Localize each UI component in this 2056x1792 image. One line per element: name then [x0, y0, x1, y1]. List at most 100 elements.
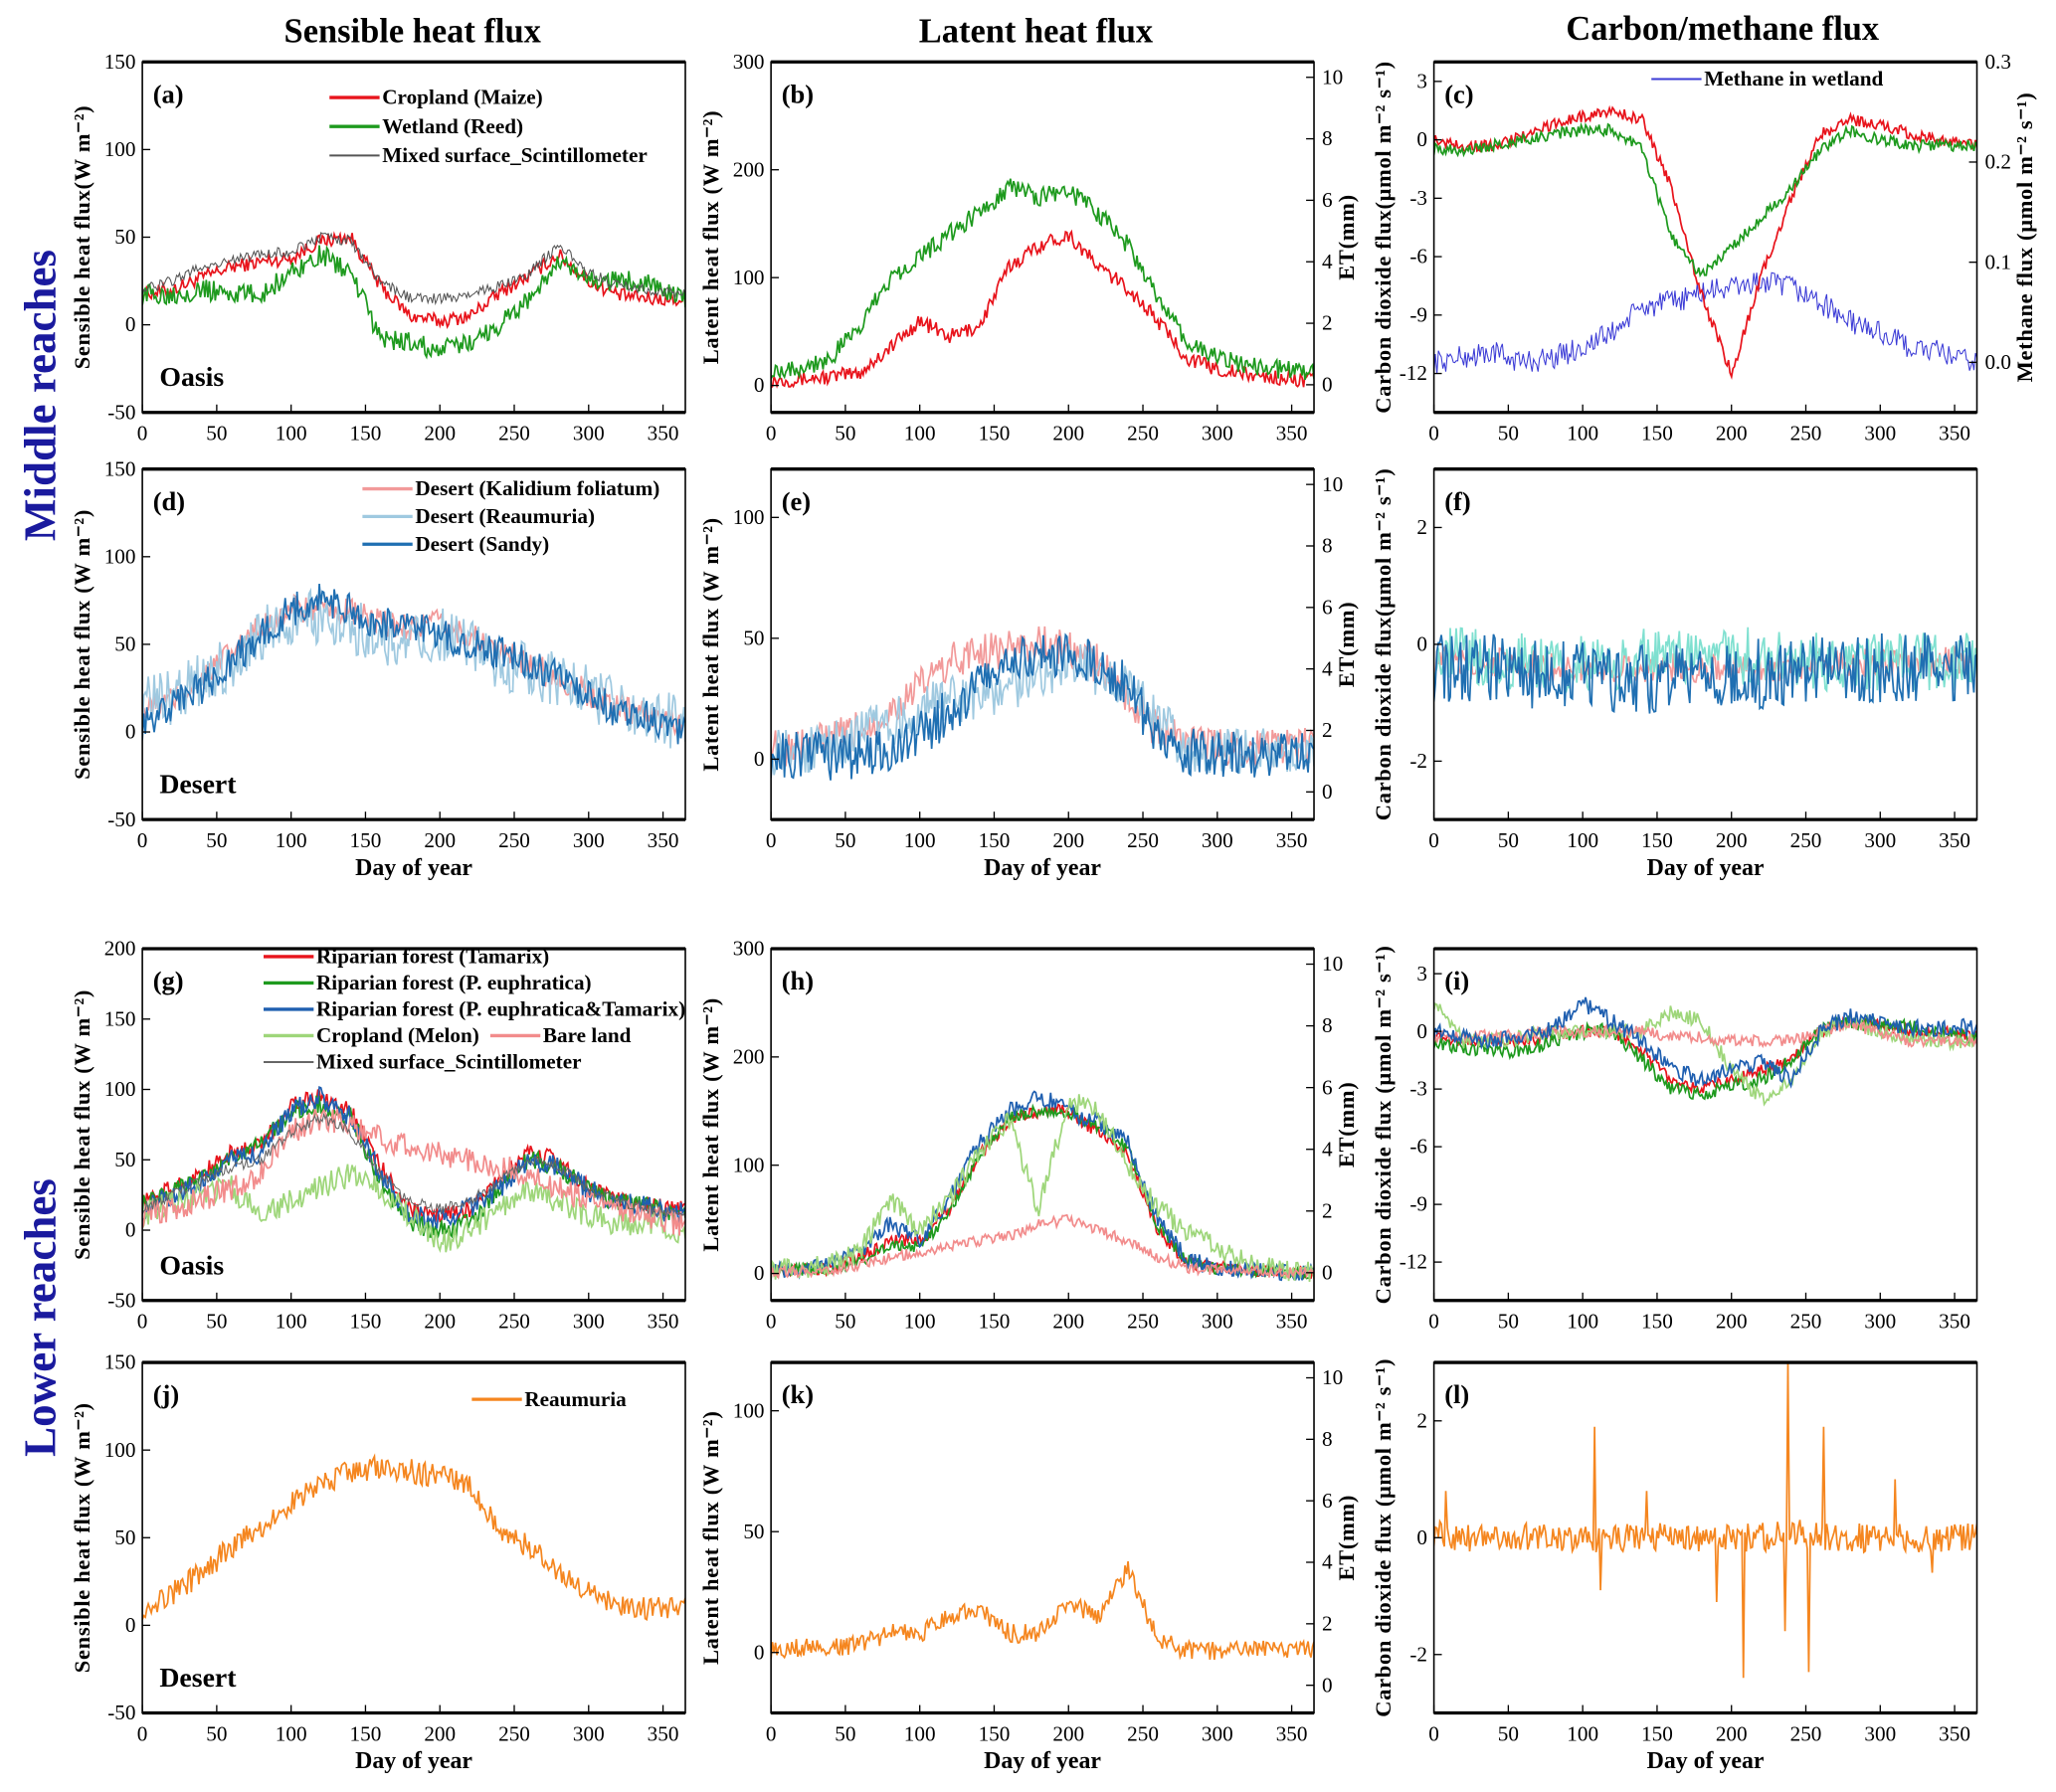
legend-label: Mixed surface_Scintillometer	[316, 1050, 582, 1074]
y-tick-label: 50	[114, 1148, 135, 1171]
x-tick-label: 150	[350, 828, 382, 852]
x-tick-label: 0	[766, 1721, 777, 1745]
y-tick-label: -2	[1409, 1642, 1427, 1666]
y2-tick-label: 10	[1322, 952, 1343, 976]
series-line-mixed-surface-scintillometer	[142, 232, 685, 306]
legend-label: Wetland (Reed)	[382, 114, 523, 138]
y2-tick-label: 8	[1322, 534, 1333, 558]
panel-i: 0 50 100 150 200 250 300 350 -12 -9 -6 -3 0 3 Carbon d…	[1371, 945, 1978, 1334]
x-tick-label: 150	[350, 1310, 382, 1334]
x-tick-label: 100	[276, 1721, 307, 1745]
y-tick-label: 0	[754, 747, 765, 771]
panel-g: 0 50 100 150 200 250 300 350-50050100150200Sens…	[70, 937, 686, 1334]
y-tick-label: 0	[125, 720, 136, 744]
series-line-desert-reaumuria-	[142, 587, 685, 749]
y-tick-label: -3	[1409, 1077, 1427, 1101]
series-line-cropland-melon-	[771, 1094, 1315, 1283]
x-tick-label: 350	[1276, 1721, 1308, 1745]
x-tick-label: 250	[498, 828, 530, 852]
x-tick-label: 200	[1052, 422, 1084, 446]
x-tick-label: 150	[979, 828, 1011, 852]
y2-axis-label: ET(mm)	[1334, 194, 1359, 280]
y-tick-label: -3	[1409, 186, 1427, 210]
y2-axis-label: ET(mm)	[1334, 1495, 1359, 1581]
x-tick-label: 350	[648, 828, 679, 852]
y2-tick-label: 8	[1322, 1427, 1333, 1451]
y-tick-label: 50	[114, 225, 135, 249]
x-tick-label: 50	[1498, 1310, 1519, 1334]
x-axis-label: Day of year	[984, 855, 1101, 881]
y2-tick-label: 10	[1322, 472, 1343, 496]
x-tick-label: 350	[1939, 1721, 1970, 1745]
y-tick-label: 0	[1416, 632, 1427, 656]
y-tick-label: 150	[104, 1350, 136, 1374]
panel-letter: (d)	[153, 486, 185, 516]
x-tick-label: 200	[1716, 1721, 1748, 1745]
y-tick-label: -50	[107, 1288, 135, 1312]
x-tick-label: 350	[648, 422, 679, 446]
series-line-methane-in-wetland	[1433, 271, 1977, 375]
y-axis-label: Sensible heat flux (W m⁻²)	[70, 989, 94, 1260]
y-tick-label: 50	[743, 1520, 764, 1543]
x-tick-label: 200	[1716, 422, 1748, 446]
y2-tick-label: 8	[1322, 1013, 1333, 1037]
legend-label: Riparian forest (Tamarix)	[316, 945, 549, 969]
panel-k: 0 50 100 150 200 250 300 350 0 50 100 0 2 4 6 8 10 Latent…	[698, 1360, 1359, 1774]
legend-label: Desert (Kalidium foliatum)	[415, 476, 659, 500]
x-tick-label: 350	[1939, 828, 1970, 852]
x-tick-label: 350	[1939, 422, 1970, 446]
x-tick-label: 350	[1939, 1310, 1970, 1334]
x-tick-label: 150	[1641, 828, 1673, 852]
y-tick-label: 200	[733, 1044, 765, 1068]
legend-label: Methane in wetland	[1704, 67, 1883, 90]
series-line-desert-sandy-	[771, 632, 1315, 781]
y-tick-label: 150	[104, 50, 136, 74]
panel-a: 0 50 100 150 200 250 300 350-50050100150Sensibl…	[70, 50, 686, 446]
x-tick-label: 200	[424, 422, 456, 446]
y2-tick-label: 0.2	[1984, 150, 2010, 174]
panel-letter: (g)	[153, 966, 184, 995]
x-tick-label: 350	[1276, 422, 1308, 446]
y-tick-label: 300	[733, 50, 765, 74]
x-tick-label: 0	[1428, 828, 1439, 852]
y-tick-label: 100	[104, 1077, 136, 1101]
y2-tick-label: 2	[1322, 311, 1333, 335]
x-tick-label: 200	[1716, 1310, 1748, 1334]
x-tick-label: 200	[424, 1310, 456, 1334]
y-axis-label: Latent heat flux (W m⁻²)	[698, 997, 723, 1252]
y2-tick-label: 2	[1322, 1198, 1333, 1222]
x-tick-label: 350	[1276, 1310, 1308, 1334]
y-axis-label: Carbon dioxide flux (μmol m⁻² s⁻¹)	[1371, 945, 1396, 1304]
y-tick-label: -6	[1409, 245, 1427, 269]
x-tick-label: 50	[835, 1721, 855, 1745]
x-tick-label: 0	[137, 1310, 148, 1334]
panel-c: 0 50 100 150 200 250 300 350 -12 -9 -6 -3 0 3 0.0 0.1 0.…	[1371, 50, 2037, 446]
y-tick-label: 200	[104, 937, 136, 961]
y2-tick-label: 0.0	[1984, 350, 2010, 374]
x-tick-label: 200	[1716, 828, 1748, 852]
panel-annotation: Desert	[159, 1663, 237, 1694]
row-label-lower: Lower reaches	[16, 1178, 66, 1457]
x-tick-label: 300	[1202, 828, 1233, 852]
y2-tick-label: 0	[1322, 1673, 1333, 1697]
x-tick-label: 150	[979, 1310, 1011, 1334]
x-tick-label: 0	[1428, 1721, 1439, 1745]
y-axis-label: Carbon dioxide flux (μmol m⁻² s⁻¹)	[1371, 1358, 1396, 1717]
y-tick-label: 100	[733, 1153, 765, 1176]
x-tick-label: 350	[648, 1721, 679, 1745]
panel-d: 0 50 100 150 200 250 300 350-50050100150Sensibl…	[70, 456, 686, 881]
panel-letter: (c)	[1444, 79, 1473, 108]
y-tick-label: 100	[104, 1438, 136, 1462]
y-tick-label: -50	[107, 400, 135, 424]
panels: 0 50 100 150 200 250 300 350-50050100150Sensibl…	[70, 50, 2037, 1774]
x-tick-label: 250	[1790, 422, 1822, 446]
x-tick-label: 300	[1864, 828, 1896, 852]
x-tick-label: 100	[904, 1310, 936, 1334]
series-line-riparian-forest-p-euphratica-tamarix-	[1433, 996, 1977, 1089]
x-tick-label: 50	[835, 828, 855, 852]
y-axis-label: Carbon dioxide flux(μmol m⁻² s⁻¹)	[1371, 468, 1396, 821]
series-line-cropland-melon-	[142, 1164, 685, 1253]
x-tick-label: 300	[1202, 1310, 1233, 1334]
x-tick-label: 300	[573, 422, 605, 446]
y-tick-label: 100	[104, 137, 136, 161]
